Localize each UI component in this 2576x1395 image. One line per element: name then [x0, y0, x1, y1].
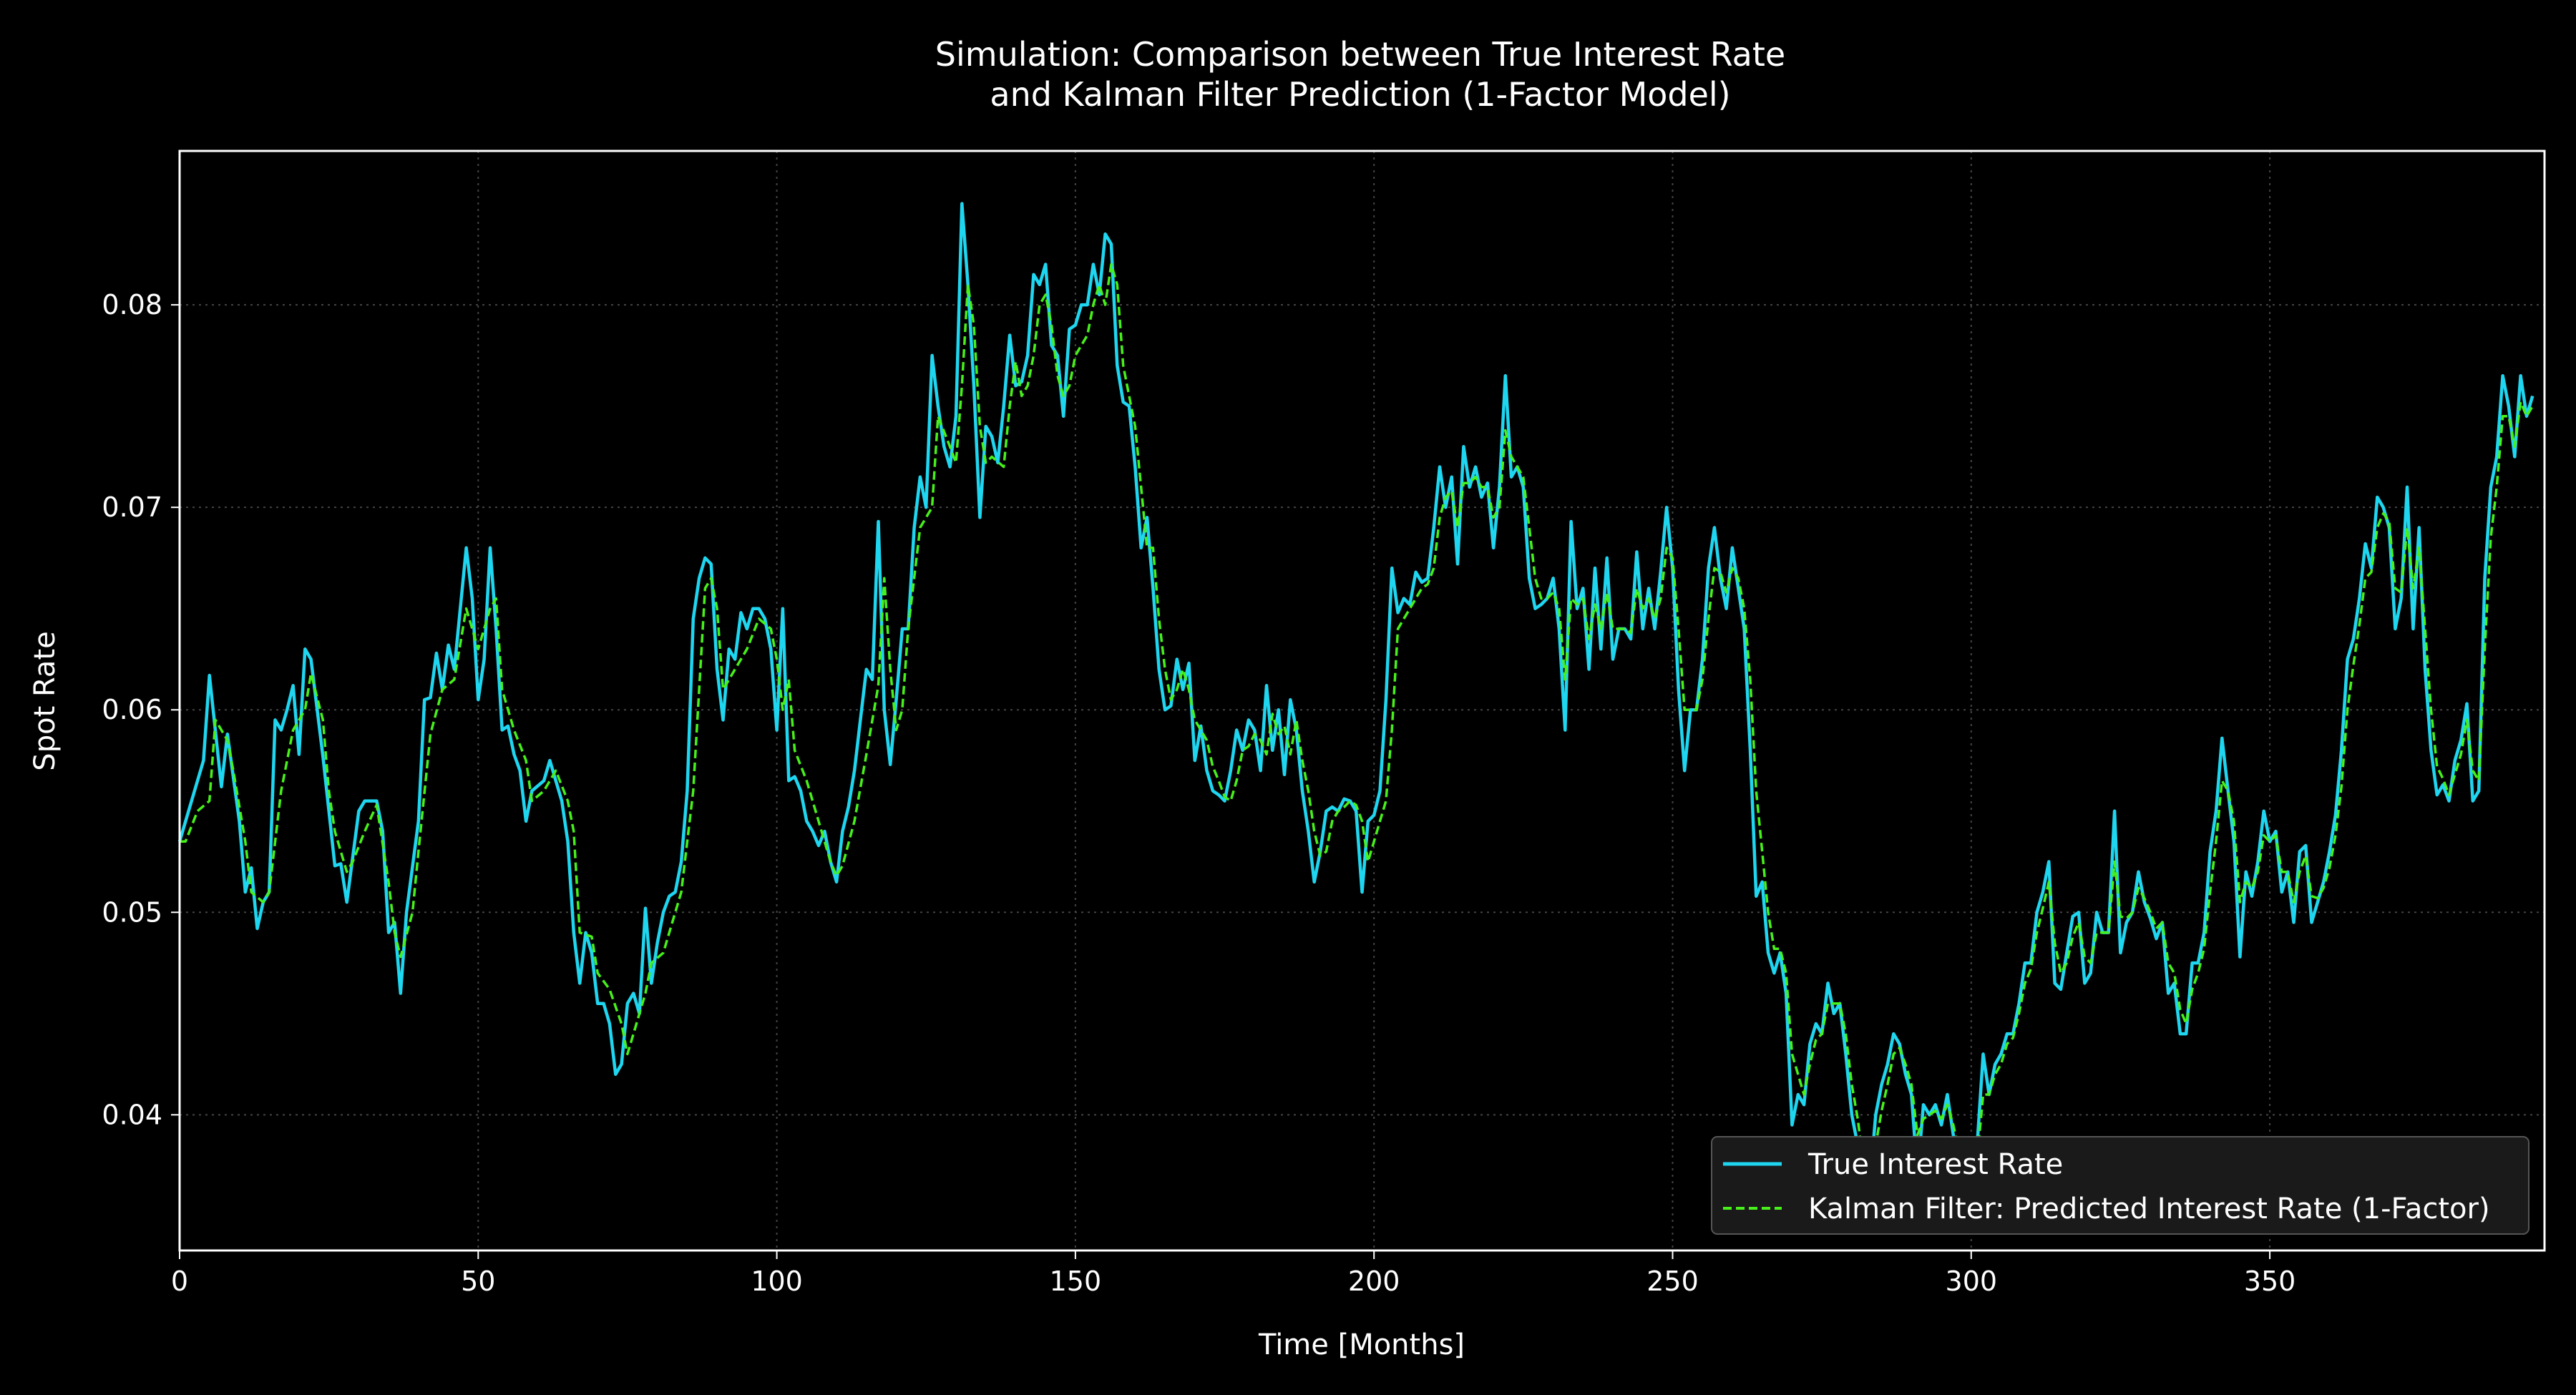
legend: True Interest Rate Kalman Filter: Predic…	[1711, 1136, 2529, 1235]
y-tick-label: 0.08	[102, 289, 162, 320]
x-tick-label: 100	[751, 1266, 803, 1297]
plot-frame	[178, 150, 2546, 1252]
legend-box	[1711, 1136, 2529, 1235]
x-tick-label: 350	[2244, 1266, 2296, 1297]
x-axis-label: Time [Months]	[1258, 1328, 1465, 1361]
y-tick-label: 0.06	[102, 694, 162, 725]
x-tick-label: 0	[171, 1266, 188, 1297]
x-tick-label: 50	[461, 1266, 495, 1297]
series-group	[177, 202, 2534, 1198]
y-axis-label: Spot Rate	[29, 631, 62, 770]
x-axis: 0 50 100 150 200 250 300 350	[171, 1250, 2296, 1297]
chart-title-line-2: and Kalman Filter Prediction (1-Factor M…	[990, 75, 1730, 114]
y-tick-label: 0.04	[102, 1099, 162, 1130]
x-tick-label: 200	[1348, 1266, 1400, 1297]
y-axis: 0.04 0.05 0.06 0.07 0.08	[102, 289, 180, 1130]
series-true-interest-rate	[177, 202, 2534, 1198]
y-tick-label: 0.05	[102, 896, 162, 928]
x-tick-label: 300	[1946, 1266, 1998, 1297]
chart-title-line-1: Simulation: Comparison between True Inte…	[935, 35, 1785, 74]
y-tick-label: 0.07	[102, 491, 162, 523]
x-tick-label: 250	[1646, 1266, 1699, 1297]
legend-label-true-rate: True Interest Rate	[1807, 1148, 2063, 1181]
x-tick-label: 150	[1050, 1266, 1102, 1297]
legend-label-kalman: Kalman Filter: Predicted Interest Rate (…	[1808, 1193, 2490, 1225]
series-kalman-prediction	[180, 263, 2534, 1181]
